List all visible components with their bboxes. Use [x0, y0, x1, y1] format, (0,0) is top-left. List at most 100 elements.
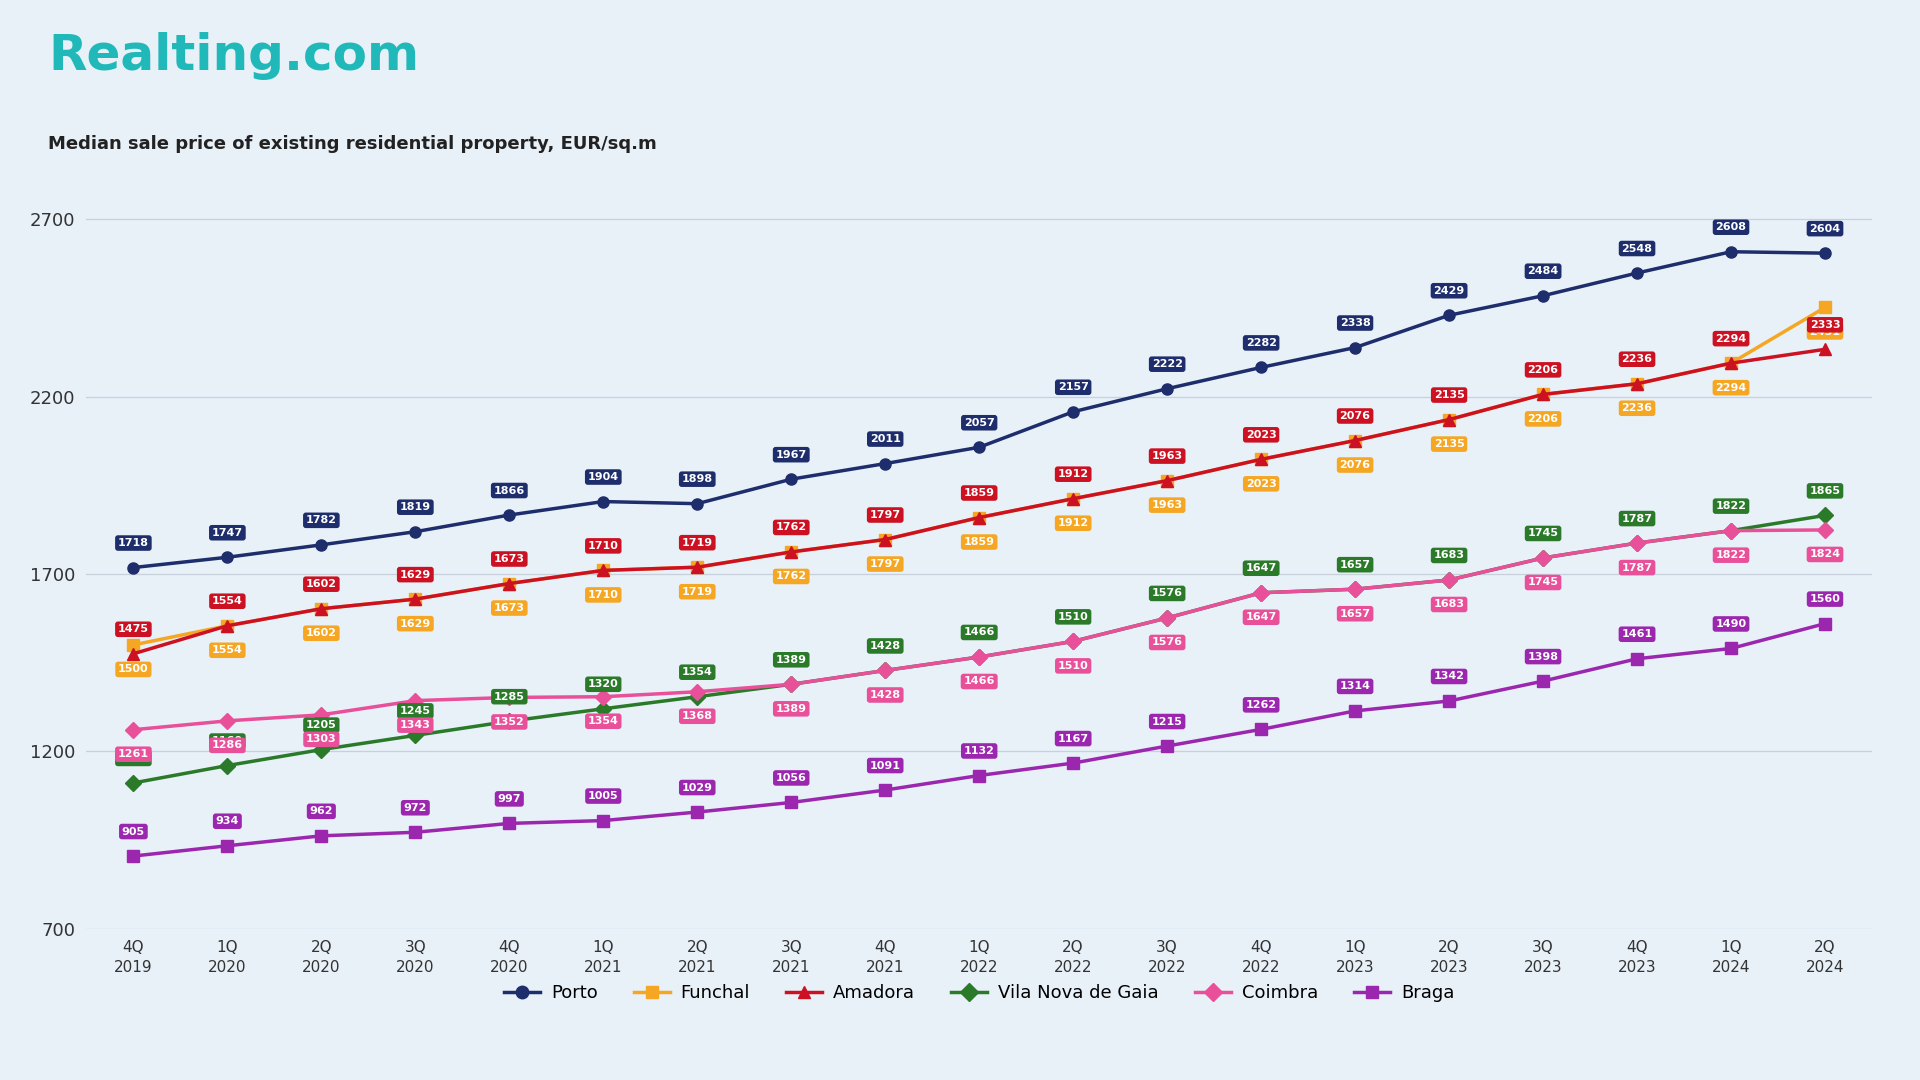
- Text: 2057: 2057: [964, 418, 995, 428]
- Text: 1466: 1466: [964, 676, 995, 687]
- Text: 1205: 1205: [305, 720, 336, 730]
- Text: 1745: 1745: [1528, 528, 1559, 539]
- Text: 2294: 2294: [1715, 382, 1747, 393]
- Text: 2222: 2222: [1152, 360, 1183, 369]
- Text: 2236: 2236: [1622, 354, 1653, 364]
- Text: 1286: 1286: [211, 741, 244, 751]
- Text: 1389: 1389: [776, 704, 806, 714]
- Text: 1963: 1963: [1152, 451, 1183, 461]
- Text: 2011: 2011: [870, 434, 900, 444]
- Text: 1352: 1352: [493, 717, 524, 727]
- Text: 1797: 1797: [870, 559, 900, 569]
- Text: 1647: 1647: [1246, 612, 1277, 622]
- Text: 1560: 1560: [1809, 594, 1841, 604]
- Text: 1859: 1859: [964, 537, 995, 548]
- Text: 1859: 1859: [964, 488, 995, 498]
- Text: 1398: 1398: [1528, 651, 1559, 662]
- Text: 2076: 2076: [1340, 411, 1371, 421]
- Text: 1719: 1719: [682, 538, 712, 548]
- Text: 1602: 1602: [305, 629, 336, 638]
- Text: 2451: 2451: [1809, 327, 1841, 337]
- Text: Realting.com: Realting.com: [48, 32, 419, 80]
- Text: 1824: 1824: [1809, 550, 1841, 559]
- Text: 1160: 1160: [211, 737, 242, 746]
- Text: 1167: 1167: [1058, 733, 1089, 743]
- Text: 2548: 2548: [1622, 243, 1653, 254]
- Text: 1320: 1320: [588, 679, 618, 689]
- Text: 1797: 1797: [870, 510, 900, 519]
- Text: 1354: 1354: [588, 716, 618, 726]
- Text: 1029: 1029: [682, 783, 712, 793]
- Text: 905: 905: [121, 826, 144, 837]
- Text: 2282: 2282: [1246, 338, 1277, 348]
- Text: 1710: 1710: [588, 541, 618, 551]
- Text: 2023: 2023: [1246, 478, 1277, 489]
- Text: 1912: 1912: [1058, 518, 1089, 528]
- Text: 1602: 1602: [305, 579, 336, 590]
- Text: 1673: 1673: [493, 603, 524, 613]
- Legend: Porto, Funchal, Amadora, Vila Nova de Gaia, Coimbra, Braga: Porto, Funchal, Amadora, Vila Nova de Ga…: [497, 976, 1461, 1009]
- Text: 2157: 2157: [1058, 382, 1089, 392]
- Text: 2294: 2294: [1715, 334, 1747, 343]
- Text: 1461: 1461: [1620, 630, 1653, 639]
- Text: 1657: 1657: [1340, 609, 1371, 619]
- Text: 1787: 1787: [1622, 563, 1653, 572]
- Text: 1314: 1314: [1340, 681, 1371, 691]
- Text: Median sale price of existing residential property, EUR/sq.m: Median sale price of existing residentia…: [48, 135, 657, 153]
- Text: 1354: 1354: [682, 667, 712, 677]
- Text: 1762: 1762: [776, 571, 806, 581]
- Text: 1510: 1510: [1058, 612, 1089, 622]
- Text: 934: 934: [215, 816, 240, 826]
- Text: 1710: 1710: [588, 590, 618, 599]
- Text: 1466: 1466: [964, 627, 995, 637]
- Text: 1343: 1343: [399, 720, 430, 730]
- Text: 1866: 1866: [493, 486, 524, 496]
- Text: 1490: 1490: [1715, 619, 1747, 629]
- Text: 2135: 2135: [1434, 440, 1465, 449]
- Text: 1554: 1554: [211, 596, 242, 606]
- Text: 1132: 1132: [964, 746, 995, 756]
- Text: 1368: 1368: [682, 712, 712, 721]
- Text: 2484: 2484: [1528, 266, 1559, 276]
- Text: 1245: 1245: [399, 706, 430, 716]
- Text: 1428: 1428: [870, 640, 900, 651]
- Text: 1111: 1111: [117, 754, 150, 764]
- Text: 962: 962: [309, 807, 332, 816]
- Text: 2604: 2604: [1809, 224, 1841, 233]
- Text: 1285: 1285: [493, 691, 524, 702]
- Text: 1967: 1967: [776, 449, 806, 460]
- Text: 1342: 1342: [1434, 672, 1465, 681]
- Text: 1475: 1475: [117, 624, 150, 634]
- Text: 1745: 1745: [1528, 578, 1559, 588]
- Text: 1005: 1005: [588, 791, 618, 801]
- Text: 1865: 1865: [1809, 486, 1841, 496]
- Text: 1747: 1747: [211, 528, 244, 538]
- Text: 1683: 1683: [1434, 551, 1465, 561]
- Text: 1912: 1912: [1058, 469, 1089, 480]
- Text: 1576: 1576: [1152, 637, 1183, 648]
- Text: 2608: 2608: [1716, 222, 1747, 232]
- Text: 972: 972: [403, 802, 426, 813]
- Text: 2236: 2236: [1622, 403, 1653, 414]
- Text: 2206: 2206: [1528, 414, 1559, 424]
- Text: 1673: 1673: [493, 554, 524, 564]
- Text: 1303: 1303: [305, 734, 336, 744]
- Text: 1510: 1510: [1058, 661, 1089, 671]
- Text: 1904: 1904: [588, 472, 618, 482]
- Text: 1262: 1262: [1246, 700, 1277, 710]
- Text: 1963: 1963: [1152, 500, 1183, 510]
- Text: 1629: 1629: [399, 619, 430, 629]
- Text: 1819: 1819: [399, 502, 430, 512]
- Text: 2076: 2076: [1340, 460, 1371, 470]
- Text: 2429: 2429: [1434, 286, 1465, 296]
- Text: 1647: 1647: [1246, 564, 1277, 573]
- Text: 1762: 1762: [776, 523, 806, 532]
- Text: 1261: 1261: [117, 750, 150, 759]
- Text: 1629: 1629: [399, 569, 430, 580]
- Text: 1554: 1554: [211, 645, 242, 656]
- Text: 2333: 2333: [1811, 320, 1841, 329]
- Text: 997: 997: [497, 794, 520, 804]
- Text: 1898: 1898: [682, 474, 712, 484]
- Text: 1718: 1718: [117, 538, 150, 548]
- Text: 2206: 2206: [1528, 365, 1559, 375]
